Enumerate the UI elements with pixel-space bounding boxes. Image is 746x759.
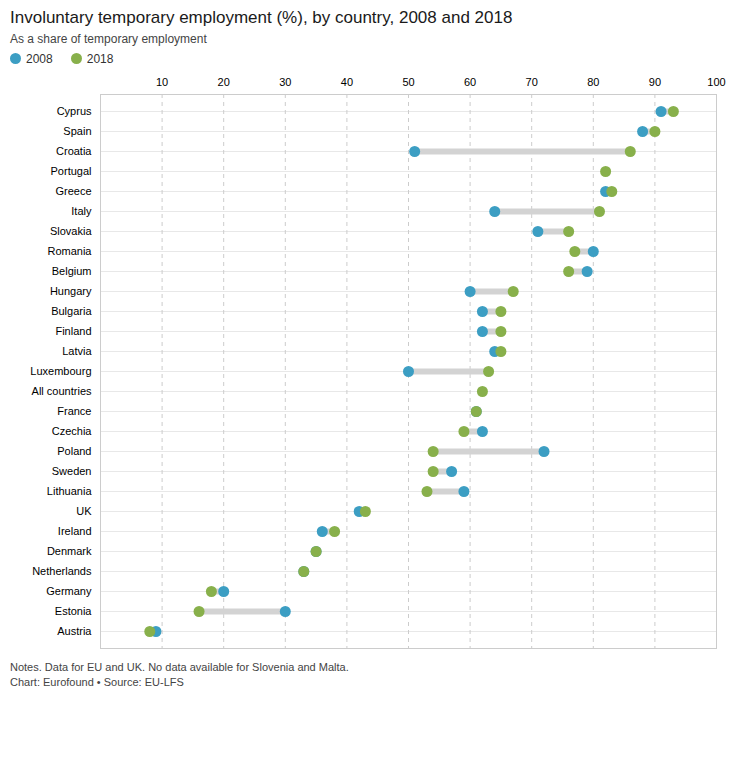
svg-text:30: 30 <box>279 76 291 88</box>
svg-text:40: 40 <box>341 76 353 88</box>
svg-text:Ireland: Ireland <box>58 525 92 537</box>
svg-text:70: 70 <box>526 76 538 88</box>
svg-text:Italy: Italy <box>71 205 92 217</box>
svg-text:All countries: All countries <box>32 385 92 397</box>
svg-text:Greece: Greece <box>55 185 91 197</box>
svg-text:90: 90 <box>649 76 661 88</box>
svg-text:Czechia: Czechia <box>52 425 93 437</box>
svg-text:50: 50 <box>402 76 414 88</box>
svg-text:Estonia: Estonia <box>55 605 93 617</box>
html-text:2008: 2008 <box>26 52 53 66</box>
svg-text:Finland: Finland <box>55 325 91 337</box>
svg-text:80: 80 <box>587 76 599 88</box>
svg-text:60: 60 <box>464 76 476 88</box>
svg-text:Spain: Spain <box>63 125 91 137</box>
html-text:As a share of temporary employ: As a share of temporary employment <box>10 32 207 46</box>
svg-text:10: 10 <box>156 76 168 88</box>
svg-text:100: 100 <box>707 76 725 88</box>
svg-text:UK: UK <box>76 505 92 517</box>
svg-text:Denmark: Denmark <box>47 545 92 557</box>
svg-text:Hungary: Hungary <box>50 285 92 297</box>
svg-text:Germany: Germany <box>46 585 92 597</box>
html-text:Chart: Eurofound • Source: EU-: Chart: Eurofound • Source: EU-LFS <box>10 676 184 688</box>
svg-text:Belgium: Belgium <box>52 265 92 277</box>
svg-text:Slovakia: Slovakia <box>50 225 92 237</box>
svg-text:Cyprus: Cyprus <box>57 105 92 117</box>
svg-text:Portugal: Portugal <box>51 165 92 177</box>
svg-text:Poland: Poland <box>57 445 91 457</box>
svg-text:Sweden: Sweden <box>52 465 92 477</box>
html-text:2018: 2018 <box>86 52 114 66</box>
svg-text:Netherlands: Netherlands <box>32 565 92 577</box>
svg-text:20: 20 <box>218 76 230 88</box>
svg-text:Lithuania: Lithuania <box>47 485 93 497</box>
svg-text:Austria: Austria <box>57 625 92 637</box>
svg-text:Romania: Romania <box>47 245 92 257</box>
svg-text:France: France <box>57 405 91 417</box>
html-text:Notes. Data for EU and UK. No: Notes. Data for EU and UK. No data avail… <box>10 661 349 673</box>
svg-text:Croatia: Croatia <box>56 145 92 157</box>
html-text:Involuntary temporary employme: Involuntary temporary employment (%), by… <box>10 8 513 27</box>
svg-text:Bulgaria: Bulgaria <box>51 305 92 317</box>
svg-text:Luxembourg: Luxembourg <box>30 365 91 377</box>
svg-text:Latvia: Latvia <box>62 345 92 357</box>
